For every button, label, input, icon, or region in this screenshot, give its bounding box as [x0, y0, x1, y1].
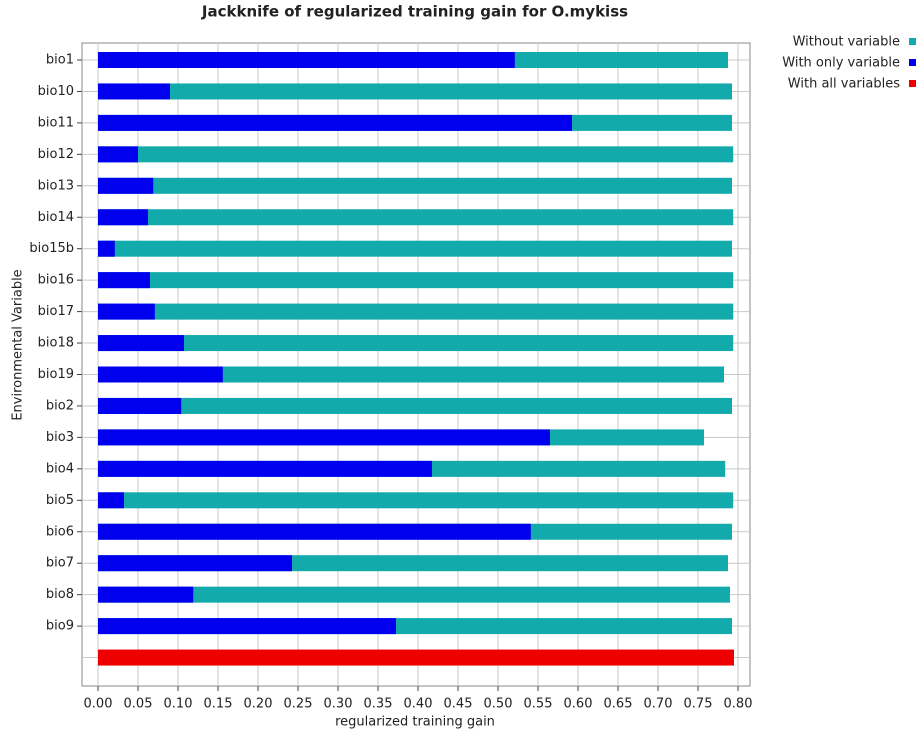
- legend-swatch: [909, 38, 916, 45]
- bar: [98, 209, 734, 226]
- x-tick-label: 0.25: [284, 697, 313, 712]
- y-tick-label: bio18: [38, 336, 74, 351]
- bar: [98, 649, 734, 666]
- x-axis-label: regularized training gain: [335, 715, 495, 730]
- x-tick-label: 0.45: [444, 697, 473, 712]
- x-tick-label: 0.55: [524, 697, 553, 712]
- y-tick-label: bio8: [46, 587, 74, 602]
- x-tick-label: 0.15: [204, 697, 233, 712]
- legend-label: With all variables: [788, 77, 900, 92]
- legend-swatch: [909, 59, 916, 66]
- bar: [98, 335, 734, 352]
- bar: [98, 492, 124, 509]
- bar: [98, 397, 732, 414]
- x-tick-label: 0.10: [164, 697, 193, 712]
- chart-title: Jackknife of regularized training gain f…: [201, 3, 628, 21]
- x-tick-label: 0.50: [484, 697, 513, 712]
- legend-label: Without variable: [793, 35, 900, 50]
- bar: [98, 146, 138, 163]
- y-tick-label: bio2: [46, 398, 74, 413]
- x-tick-label: 0.65: [604, 697, 633, 712]
- y-tick-label: bio9: [46, 619, 74, 634]
- y-tick-label: bio12: [38, 147, 74, 162]
- x-tick-label: 0.70: [644, 697, 673, 712]
- bar: [98, 240, 115, 257]
- bar: [98, 586, 730, 603]
- bar: [98, 618, 396, 635]
- bar: [98, 272, 734, 289]
- y-tick-label: bio10: [38, 84, 74, 99]
- bar: [98, 366, 223, 383]
- bar: [98, 114, 572, 131]
- bar: [98, 303, 155, 320]
- bar: [98, 146, 734, 163]
- y-tick-label: bio3: [46, 430, 74, 445]
- bar: [98, 303, 734, 320]
- y-tick-label: bio5: [46, 493, 74, 508]
- bar: [98, 52, 515, 68]
- y-tick-label: bio14: [38, 210, 74, 225]
- y-tick-label: bio16: [38, 273, 74, 288]
- x-tick-label: 0.05: [124, 697, 153, 712]
- x-tick-label: 0.00: [84, 697, 113, 712]
- bar: [98, 83, 732, 100]
- bar: [98, 83, 170, 100]
- y-tick-label: bio17: [38, 304, 74, 319]
- y-tick-label: bio15b: [29, 241, 74, 256]
- bar: [98, 492, 734, 509]
- y-tick-label: bio1: [46, 53, 74, 68]
- y-tick-label: bio7: [46, 556, 74, 571]
- bar: [98, 429, 550, 446]
- y-tick-label: bio11: [38, 115, 74, 130]
- x-tick-label: 0.35: [364, 697, 393, 712]
- y-tick-label: bio6: [46, 524, 74, 539]
- x-tick-label: 0.80: [724, 697, 753, 712]
- bar: [98, 460, 432, 477]
- bar: [98, 240, 732, 257]
- legend-label: With only variable: [782, 56, 900, 71]
- bar: [98, 366, 724, 383]
- y-axis-label: Environmental Variable: [11, 269, 26, 420]
- bar: [98, 397, 182, 414]
- bar: [98, 209, 148, 226]
- legend-swatch: [909, 80, 916, 87]
- x-tick-label: 0.20: [244, 697, 273, 712]
- y-tick-label: bio19: [38, 367, 74, 382]
- y-tick-label: bio4: [46, 461, 74, 476]
- y-tick-label: bio13: [38, 178, 74, 193]
- x-tick-label: 0.30: [324, 697, 353, 712]
- bar: [98, 272, 150, 289]
- bar: [98, 523, 531, 540]
- bar: [98, 555, 292, 572]
- bar: [98, 177, 732, 194]
- x-tick-label: 0.75: [684, 697, 713, 712]
- x-tick-label: 0.60: [564, 697, 593, 712]
- bar: [98, 586, 194, 603]
- bar: [98, 177, 154, 194]
- x-tick-label: 0.40: [404, 697, 433, 712]
- bar: [98, 335, 184, 352]
